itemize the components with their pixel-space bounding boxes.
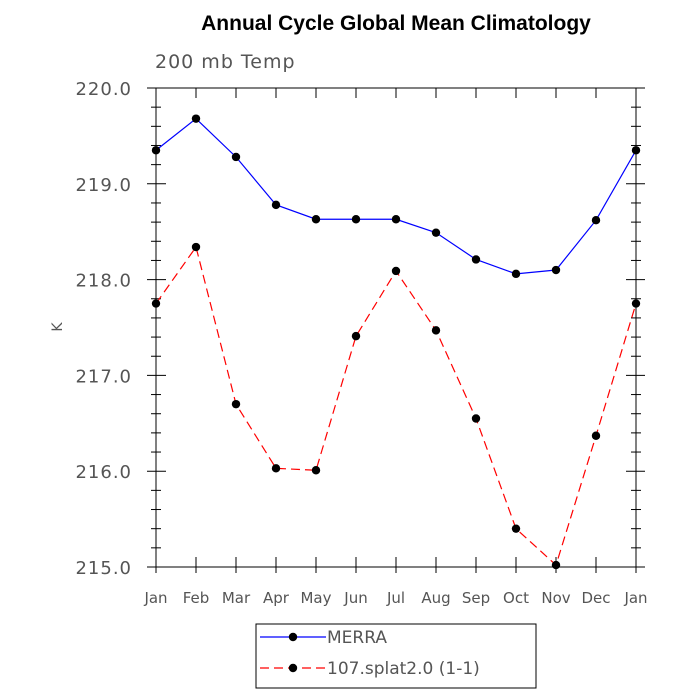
x-tick-label: Sep [462,589,490,607]
data-point [391,215,401,224]
y-tick-label: 219.0 [75,175,132,196]
series-line [155,117,637,275]
legend-box [255,623,537,689]
x-tick-label: Dec [581,589,610,607]
data-point [231,152,241,162]
data-point [151,146,161,155]
series-1 [151,114,641,279]
data-point [431,228,441,237]
legend-marker [288,632,298,642]
data-point [391,266,401,276]
x-tick-label: Jul [386,589,405,607]
data-point [471,255,481,264]
data-point [151,299,161,308]
data-point [351,331,361,341]
x-tick-label: May [300,589,331,607]
data-point [311,215,321,224]
y-tick-label: 218.0 [75,271,132,292]
x-tick-label: Jan [143,589,167,607]
data-point [551,265,561,275]
x-tick-label: Feb [183,589,210,607]
y-axis-label: K [50,322,66,332]
y-tick-label: 220.0 [75,79,132,100]
data-point [631,299,641,308]
data-point [431,326,441,335]
plot-area-frame [155,87,637,568]
chart-title: Annual Cycle Global Mean Climatology [201,12,591,35]
series-2 [151,242,641,570]
data-point [631,146,641,155]
x-tick-label: Nov [541,589,570,607]
legend-label: 107.splat2.0 (1-1) [327,659,480,679]
data-point [591,431,601,440]
x-tick-label: Aug [421,589,450,607]
data-point [591,216,601,225]
x-tick-label: Apr [263,589,290,607]
data-point [551,560,561,570]
data-point [311,466,321,475]
data-point [471,414,481,423]
x-tick-label: Oct [503,589,529,607]
data-point [351,215,361,224]
data-point [231,399,241,409]
data-point [191,242,201,252]
y-tick-label: 217.0 [75,366,132,387]
legend-marker [288,663,298,673]
data-point [271,200,281,210]
legend: MERRA 107.splat2.0 (1-1) [255,623,537,689]
chart-subtitle: 200 mb Temp [155,51,296,73]
x-tick-label: Jun [343,589,367,607]
data-point [511,524,521,533]
data-point [191,114,201,123]
legend-entry: 107.splat2.0 (1-1) [260,659,480,679]
y-tick-label: 215.0 [75,558,132,579]
data-point [511,269,521,279]
legend-entry: MERRA [260,628,387,648]
y-tick-label: 216.0 [75,462,132,483]
data-point [271,464,281,473]
legend-label: MERRA [327,628,387,648]
x-tick-label: Jan [623,589,647,607]
series-line [155,245,637,567]
x-tick-label: Mar [222,589,251,607]
